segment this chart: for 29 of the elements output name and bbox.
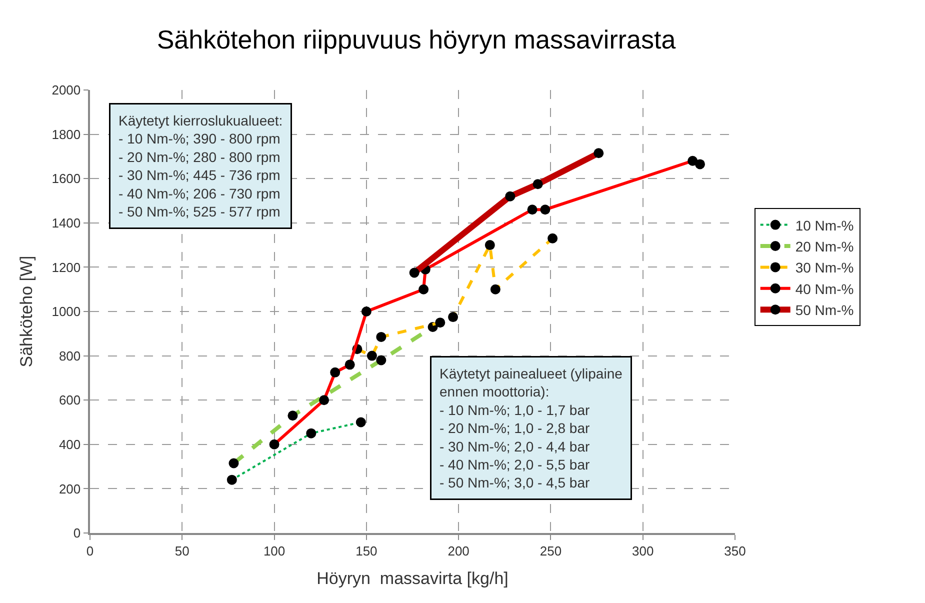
y-tick-label: 0 [73,526,81,541]
y-tick-label: 1000 [52,304,81,320]
y-axis-title: Sähköteho [W] [16,256,36,368]
x-tick-label: 350 [724,543,746,558]
annotation: Käytetyt painealueet (ylipaine ennen moottoria): - 10 Nm-%; 1,0 - 1,7 bar - 20 Nm-%; 1,0 - 2,8 bar - 30 Nm-%; 2,0 - 4,4 bar - 40 Nm-%; 2,0 - 5,5 bar - 50 Nm-%; 3,0 - 4,5 bar [440,366,623,491]
legend-label: 20 Nm-% [795,238,854,254]
x-tick-label: 50 [174,543,190,558]
y-tick-label: 1800 [52,126,81,142]
legend-label: 30 Nm-% [795,260,854,276]
legend-label: 10 Nm-% [795,217,854,234]
y-tick-label: 1200 [52,260,81,275]
x-tick-label: 150 [356,543,378,558]
annotation: Käytetyt kierroslukualueet: - 10 Nm-%; 390 - 800 rpm - 20 Nm-%; 280 - 800 rpm - 30 Nm-%; 445 - 736 rpm - 40 Nm-%; 206 - 730 rpm - 50 Nm-%; 525 - 577 rpm [118,112,283,220]
x-tick-label: 300 [632,543,654,558]
y-tick-label: 2000 [52,82,81,98]
y-tick-label: 600 [58,392,81,408]
x-tick-label: 100 [263,543,286,558]
x-tick-label: 200 [448,543,470,558]
y-tick-label: 800 [58,348,81,364]
legend-label: 40 Nm-% [795,280,854,297]
y-tick-label: 1600 [52,171,81,186]
y-tick-label: 200 [58,481,81,496]
chart-title: Sähkötehon riippuvuus höyryn massavirrasta [156,24,676,54]
y-tick-label: 400 [58,436,81,452]
x-tick-label: 0 [86,543,94,558]
legend-label: 50 Nm-% [795,302,854,318]
y-tick-label: 1400 [52,215,81,230]
x-tick-label: 250 [540,543,562,558]
x-axis-title: Höyryn massavirta [kg/h] [316,569,508,588]
